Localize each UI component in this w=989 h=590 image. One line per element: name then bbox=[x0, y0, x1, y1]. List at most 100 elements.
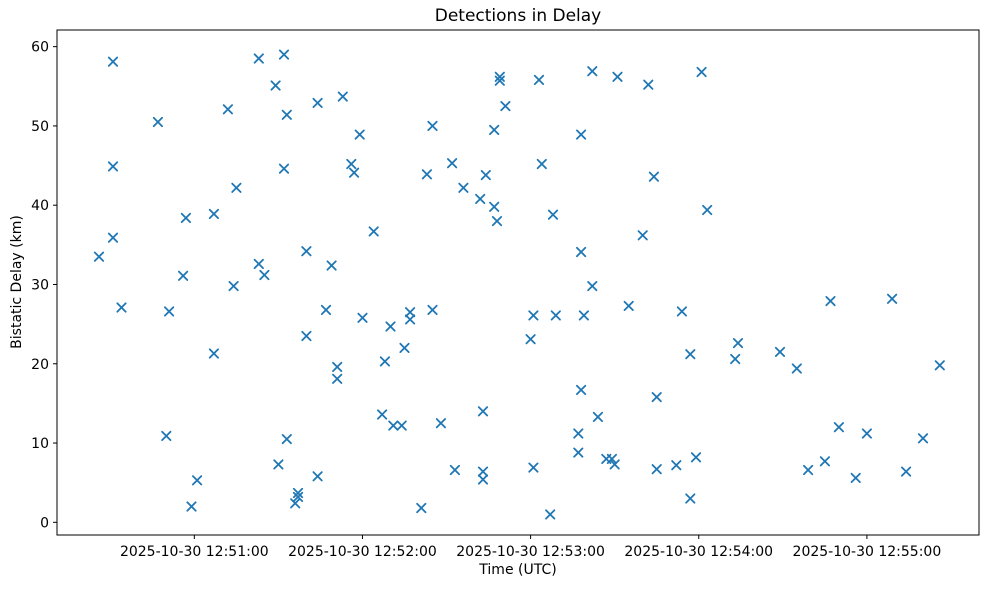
scatter-marker bbox=[164, 306, 175, 317]
y-tick-label: 10 bbox=[31, 436, 49, 452]
scatter-marker bbox=[320, 304, 332, 315]
scatter-marker bbox=[732, 338, 744, 349]
scatter-marker bbox=[730, 353, 741, 365]
scatter-marker bbox=[346, 158, 357, 170]
scatter-marker bbox=[385, 321, 396, 332]
scatter-marker bbox=[447, 158, 458, 169]
scatter-marker bbox=[332, 361, 343, 372]
scatter-marker bbox=[278, 163, 290, 174]
scatter-marker bbox=[116, 302, 127, 313]
scatter-marker bbox=[850, 472, 861, 483]
scatter-marker bbox=[357, 312, 368, 323]
scatter-marker bbox=[399, 342, 410, 353]
x-tick-label: 2025-10-30 12:54:00 bbox=[624, 544, 773, 560]
scatter-marker bbox=[107, 161, 119, 172]
scatter-marker bbox=[107, 232, 119, 243]
scatter-marker bbox=[416, 502, 427, 514]
scatter-marker bbox=[573, 428, 584, 439]
scatter-marker bbox=[685, 493, 696, 504]
scatter-marker bbox=[208, 208, 219, 219]
scatter-marker bbox=[405, 314, 416, 325]
scatter-marker bbox=[290, 498, 301, 509]
scatter-marker bbox=[587, 66, 598, 77]
scatter-marker bbox=[651, 392, 662, 403]
scatter-marker bbox=[186, 501, 197, 512]
scatter-marker bbox=[494, 71, 505, 82]
scatter-marker bbox=[702, 204, 713, 216]
scatter-marker bbox=[528, 462, 539, 473]
scatter-marker bbox=[576, 384, 587, 395]
scatter-marker bbox=[528, 310, 539, 321]
scatter-marker bbox=[690, 452, 702, 463]
scatter-marker bbox=[525, 334, 536, 345]
scatter-marker bbox=[643, 79, 654, 90]
scatter-marker bbox=[774, 346, 786, 357]
scatter-marker bbox=[396, 420, 407, 431]
scatter-marker bbox=[178, 270, 189, 281]
scatter-marker bbox=[819, 456, 830, 467]
scatter-marker bbox=[377, 409, 388, 420]
scatter-marker bbox=[253, 258, 264, 269]
x-axis-label: Time (UTC) bbox=[479, 562, 557, 578]
scatter-marker bbox=[281, 434, 292, 445]
scatter-marker bbox=[477, 466, 489, 477]
scatter-marker bbox=[917, 433, 929, 444]
scatter-marker bbox=[421, 169, 432, 180]
scatter-marker bbox=[458, 182, 469, 193]
scatter-marker bbox=[791, 363, 802, 374]
scatter-marker bbox=[259, 269, 270, 281]
scatter-marker bbox=[477, 474, 489, 485]
scatter-marker bbox=[612, 71, 623, 82]
scatter-marker bbox=[671, 460, 682, 471]
scatter-marker bbox=[180, 212, 191, 223]
scatter-marker bbox=[337, 91, 348, 102]
scatter-marker bbox=[228, 281, 239, 292]
scatter-marker bbox=[494, 75, 505, 86]
scatter-marker bbox=[273, 459, 284, 470]
scatter-marker bbox=[803, 464, 814, 476]
scatter-marker bbox=[550, 310, 561, 321]
scatter-marker bbox=[161, 430, 172, 441]
scatter-marker bbox=[292, 491, 304, 502]
scatter-marker bbox=[349, 167, 360, 178]
scatter-marker bbox=[592, 411, 603, 422]
y-tick-label: 30 bbox=[31, 277, 49, 293]
y-tick-label: 60 bbox=[31, 40, 49, 56]
scatter-marker bbox=[500, 101, 511, 112]
y-tick-label: 40 bbox=[31, 198, 49, 214]
scatter-marker bbox=[427, 120, 438, 131]
scatter-marker bbox=[648, 171, 659, 182]
scatter-marker bbox=[533, 74, 545, 85]
scatter-marker bbox=[606, 453, 617, 464]
scatter-marker bbox=[312, 97, 323, 108]
scatter-marker bbox=[696, 66, 707, 78]
scatter-marker bbox=[676, 306, 687, 317]
scatter-marker bbox=[685, 349, 696, 360]
x-tick-label: 2025-10-30 12:53:00 bbox=[456, 544, 605, 560]
scatter-marker bbox=[379, 356, 390, 367]
scatter-marker bbox=[253, 53, 264, 64]
scatter-marker bbox=[354, 129, 365, 140]
scatter-marker bbox=[222, 104, 233, 115]
scatter-marker bbox=[651, 464, 662, 475]
scatter-marker bbox=[578, 310, 589, 321]
y-tick-label: 0 bbox=[40, 515, 49, 531]
scatter-marker bbox=[388, 420, 399, 431]
scatter-marker bbox=[475, 193, 486, 204]
x-tick-label: 2025-10-30 12:51:00 bbox=[120, 544, 269, 560]
scatter-marker bbox=[547, 209, 559, 220]
scatter-marker bbox=[587, 281, 598, 292]
x-tick-label: 2025-10-30 12:52:00 bbox=[288, 544, 437, 560]
scatter-marker bbox=[861, 428, 872, 439]
scatter-marker bbox=[312, 471, 323, 482]
chart-title: Detections in Delay bbox=[434, 6, 602, 26]
scatter-marker bbox=[489, 124, 500, 135]
scatter-marker bbox=[825, 296, 836, 307]
scatter-marker bbox=[152, 116, 163, 128]
scatter-marker bbox=[934, 360, 945, 371]
scatter-marker bbox=[887, 293, 898, 304]
y-tick-label: 50 bbox=[31, 119, 49, 135]
scatter-marker bbox=[901, 466, 912, 477]
